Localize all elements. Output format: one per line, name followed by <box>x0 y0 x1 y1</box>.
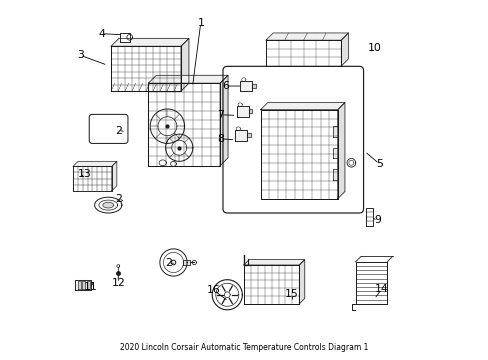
Text: 2020 Lincoln Corsair Automatic Temperature Controls Diagram 1: 2020 Lincoln Corsair Automatic Temperatu… <box>120 343 368 352</box>
Text: 2: 2 <box>115 126 122 135</box>
Polygon shape <box>86 281 89 289</box>
Polygon shape <box>240 81 252 91</box>
Polygon shape <box>244 260 304 265</box>
Polygon shape <box>78 281 81 289</box>
Polygon shape <box>252 84 255 88</box>
Text: 5: 5 <box>375 159 382 169</box>
Text: 1: 1 <box>197 18 204 28</box>
Polygon shape <box>120 33 130 41</box>
Text: 11: 11 <box>84 282 98 292</box>
Polygon shape <box>248 109 252 113</box>
Polygon shape <box>102 202 113 208</box>
Text: 15: 15 <box>285 289 298 299</box>
Polygon shape <box>183 260 190 265</box>
Polygon shape <box>333 148 337 158</box>
Polygon shape <box>73 161 117 166</box>
Text: 4: 4 <box>98 29 105 39</box>
Polygon shape <box>265 33 348 40</box>
Polygon shape <box>260 103 344 110</box>
Text: 9: 9 <box>374 215 381 225</box>
Polygon shape <box>112 161 117 191</box>
Polygon shape <box>236 106 248 117</box>
Text: 12: 12 <box>111 278 125 288</box>
Polygon shape <box>75 280 91 291</box>
Polygon shape <box>160 249 187 276</box>
Polygon shape <box>82 281 85 289</box>
Text: 8: 8 <box>217 134 224 144</box>
Polygon shape <box>299 260 304 304</box>
Polygon shape <box>234 130 246 140</box>
Polygon shape <box>246 133 250 137</box>
Polygon shape <box>94 197 122 213</box>
Polygon shape <box>212 280 242 310</box>
Polygon shape <box>148 75 227 83</box>
Text: 3: 3 <box>77 50 83 60</box>
Polygon shape <box>333 126 337 137</box>
Polygon shape <box>333 169 337 180</box>
Polygon shape <box>365 208 372 226</box>
Text: 14: 14 <box>374 284 387 294</box>
Text: 7: 7 <box>217 110 224 120</box>
Text: 13: 13 <box>78 168 92 179</box>
Polygon shape <box>337 103 344 199</box>
Text: 2: 2 <box>164 258 172 268</box>
Polygon shape <box>111 39 188 46</box>
Polygon shape <box>73 166 112 191</box>
Polygon shape <box>220 75 227 166</box>
Text: 2: 2 <box>115 194 122 204</box>
Text: 16: 16 <box>207 285 221 296</box>
Text: 10: 10 <box>366 43 381 53</box>
Polygon shape <box>181 39 188 91</box>
Text: 6: 6 <box>222 81 229 91</box>
Polygon shape <box>355 262 386 304</box>
Polygon shape <box>341 33 348 66</box>
